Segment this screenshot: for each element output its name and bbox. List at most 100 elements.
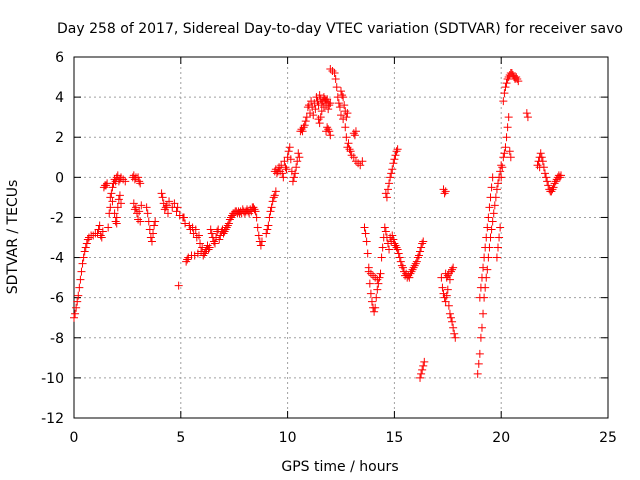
data-point (113, 171, 122, 180)
x-tick-label: 25 (599, 430, 617, 446)
data-point (264, 221, 273, 230)
data-point (279, 173, 288, 182)
data-point (337, 87, 345, 96)
data-point (514, 77, 523, 86)
data-point (83, 235, 92, 244)
data-point (395, 253, 404, 262)
data-point (257, 237, 266, 246)
data-point (133, 209, 142, 218)
data-point (337, 111, 345, 120)
data-point (182, 257, 191, 266)
data-point (496, 167, 505, 176)
data-point (389, 235, 398, 244)
x-tick-label: 5 (176, 430, 185, 446)
data-point (294, 149, 303, 158)
data-point (499, 153, 508, 162)
data-point (129, 199, 138, 208)
data-point (443, 285, 452, 294)
data-point (345, 145, 354, 154)
data-point (418, 239, 427, 248)
data-point (198, 243, 207, 252)
data-point (183, 255, 192, 264)
data-point (497, 173, 506, 182)
data-point (361, 229, 370, 238)
data-point (170, 199, 179, 208)
data-point (380, 223, 389, 232)
data-point (407, 267, 416, 276)
data-point (212, 233, 221, 242)
data-point (77, 267, 86, 276)
data-point (490, 201, 499, 210)
data-point (254, 231, 263, 240)
data-point (315, 91, 324, 100)
data-point (447, 313, 456, 322)
data-point (94, 225, 103, 234)
data-point (102, 181, 111, 190)
data-point (147, 237, 156, 246)
data-point (390, 155, 399, 164)
data-point (200, 249, 209, 258)
data-point (76, 275, 85, 284)
data-point (74, 291, 83, 300)
data-point (404, 271, 413, 280)
data-point (448, 317, 457, 326)
data-point (89, 231, 98, 240)
data-point (487, 225, 496, 234)
data-point (145, 225, 154, 234)
data-point (206, 225, 215, 234)
data-point (299, 123, 308, 132)
data-point (447, 267, 456, 276)
data-point (396, 257, 405, 266)
data-point (369, 271, 378, 280)
data-point (114, 195, 123, 204)
data-point (381, 189, 390, 198)
data-point (377, 253, 386, 262)
data-point (284, 147, 293, 156)
data-point (344, 139, 353, 148)
data-point (484, 213, 493, 222)
data-point (135, 177, 144, 186)
data-point (98, 227, 107, 236)
data-point (180, 213, 189, 222)
data-point (199, 251, 208, 260)
data-point (269, 193, 278, 202)
data-point (288, 177, 297, 186)
data-point (479, 263, 488, 272)
data-point (409, 263, 418, 272)
data-point (338, 91, 347, 100)
data-point (479, 309, 488, 318)
y-axis-label: SDTVAR / TECUs (5, 180, 21, 295)
data-point (251, 207, 260, 216)
data-point (121, 177, 130, 186)
data-point (322, 101, 331, 110)
data-point (493, 179, 502, 188)
data-point (256, 241, 265, 250)
data-point (323, 123, 332, 132)
data-point (342, 113, 351, 122)
data-point (73, 297, 82, 306)
data-point (376, 269, 385, 278)
x-tick-label: 20 (492, 430, 510, 446)
data-point (417, 243, 426, 252)
data-point (84, 233, 93, 242)
data-point (513, 75, 522, 84)
data-point (115, 191, 124, 200)
data-point (483, 265, 492, 274)
data-point (80, 247, 89, 256)
data-point (392, 243, 401, 252)
data-point (439, 185, 448, 194)
data-point (323, 95, 332, 104)
data-point (324, 125, 333, 134)
data-point (308, 103, 317, 112)
data-point (397, 261, 406, 270)
data-point (394, 249, 403, 258)
data-point (191, 225, 200, 234)
data-point (290, 173, 299, 182)
data-point (366, 289, 375, 298)
data-point (416, 373, 425, 382)
data-point (326, 65, 335, 74)
data-point (113, 203, 122, 212)
data-point (354, 159, 363, 168)
data-point (276, 167, 285, 176)
